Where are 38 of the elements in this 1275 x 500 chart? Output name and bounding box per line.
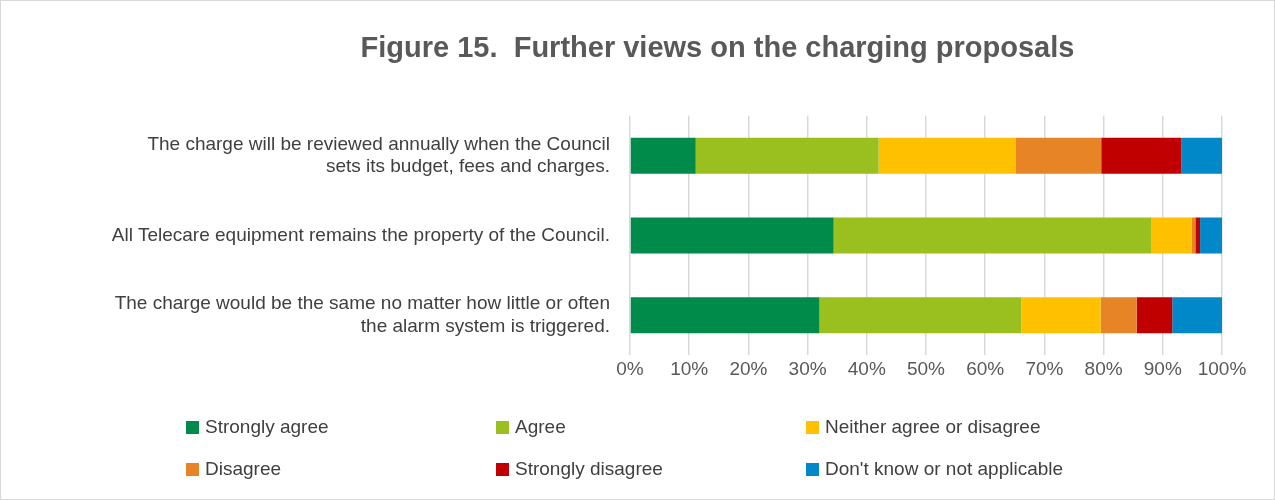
chart-title: Figure 15. Further views on the charging proposals — [359, 31, 1076, 64]
x-tick-label: 0% — [616, 357, 644, 379]
bar — [1015, 137, 1102, 174]
x-tick-label: 50% — [906, 357, 946, 379]
bar — [1181, 137, 1222, 174]
bar — [878, 137, 1016, 174]
bar — [1200, 217, 1222, 254]
bar — [630, 297, 820, 334]
x-tick-label: 80% — [1084, 357, 1123, 379]
x-tick-label: 10% — [670, 357, 709, 379]
bar — [833, 217, 1152, 254]
bar — [1172, 297, 1222, 334]
legend-label: Agree — [515, 416, 566, 438]
bar — [630, 137, 696, 174]
x-tick-label: 90% — [1143, 357, 1182, 379]
y-tick-label: The charge would be the same no matter how little or often the alarm system is triggered. — [114, 292, 610, 336]
bar — [1136, 297, 1173, 334]
x-tick-label: 40% — [847, 357, 886, 379]
x-tick-label: 60% — [966, 357, 1005, 379]
bar — [1021, 297, 1101, 334]
bar — [1151, 217, 1192, 254]
y-tick-label: The charge will be reviewed annually when the Council sets its budget, fees and charges. — [147, 132, 610, 177]
bar — [630, 217, 834, 254]
legend-label: Disagree — [205, 458, 282, 480]
x-tick-label: 100% — [1197, 357, 1247, 379]
bar — [1101, 137, 1182, 174]
bar — [695, 137, 879, 174]
legend-label: Strongly disagree — [515, 458, 663, 480]
x-tick-label: 70% — [1025, 357, 1064, 379]
x-tick-label: 30% — [788, 357, 827, 379]
bar — [819, 297, 1022, 334]
y-tick-label: All Telecare equipment remains the property of the Council. — [111, 223, 610, 245]
legend-label: Neither agree or disagree — [825, 416, 1041, 438]
bar — [1100, 297, 1137, 334]
x-tick-label: 20% — [729, 357, 768, 379]
legend-label: Strongly agree — [205, 416, 329, 438]
bar — [1195, 217, 1201, 254]
legend-label: Don't know or not applicable — [825, 458, 1064, 480]
